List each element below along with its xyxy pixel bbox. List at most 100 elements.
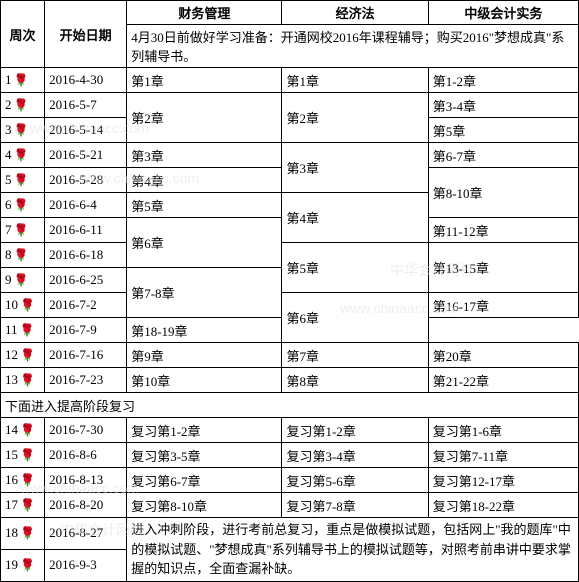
c3-cell: 复习第7-11章: [428, 443, 578, 468]
c2-cell: 第4章: [282, 193, 428, 243]
study-plan-table: 周次 开始日期 财务管理 经济法 中级会计实务 4月30日前做好学习准备：开通网…: [0, 0, 579, 582]
c3-cell: 第20章: [428, 343, 578, 368]
c1-cell: 第4章: [127, 168, 282, 193]
c3-cell: 第1-2章: [428, 68, 578, 93]
c1-cell: 第10章: [127, 368, 282, 393]
week-cell: 5🌹: [1, 168, 45, 193]
week-cell: 3🌹: [1, 118, 45, 143]
header-row: 周次 开始日期 财务管理 经济法 中级会计实务: [1, 1, 579, 25]
rose-icon: 🌹: [20, 473, 35, 487]
date-cell: 2016-7-9: [45, 318, 127, 343]
week-cell: 7🌹: [1, 218, 45, 243]
c1-cell: 第7-8章: [127, 268, 282, 318]
date-cell: 2016-7-16: [45, 343, 127, 368]
week-cell: 2🌹: [1, 93, 45, 118]
c2-cell: 第7章: [282, 343, 428, 368]
rose-icon: 🌹: [14, 248, 29, 262]
c3-cell: 第18-19章: [127, 318, 282, 343]
c1-cell: 第3章: [127, 143, 282, 168]
week-cell: 1🌹: [1, 68, 45, 93]
c3-cell: 复习第1-6章: [428, 418, 578, 443]
rose-icon: 🌹: [20, 373, 35, 387]
rose-icon: 🌹: [14, 273, 29, 287]
week-cell: 17🌹: [1, 493, 45, 518]
date-cell: 2016-4-30: [45, 68, 127, 93]
table-row: 17🌹2016-8-20复习第8-10章复习第7-8章复习第18-22章: [1, 493, 579, 518]
rose-icon: 🌹: [14, 223, 29, 237]
rose-icon: 🌹: [14, 73, 29, 87]
c3-cell: 第16-17章: [428, 293, 578, 318]
c3-cell: 第13-15章: [428, 243, 578, 293]
rose-icon: 🌹: [14, 123, 29, 137]
week-cell: 12🌹: [1, 343, 45, 368]
c1-cell: 第2章: [127, 93, 282, 143]
week-cell: 19🌹: [1, 549, 45, 581]
c1-cell: 复习第3-5章: [127, 443, 282, 468]
date-cell: 2016-5-28: [45, 168, 127, 193]
table-row: 13🌹2016-7-23第10章第8章第21-22章: [1, 368, 579, 393]
c3-cell: 复习第12-17章: [428, 468, 578, 493]
c1-cell: 第6章: [127, 218, 282, 268]
date-cell: 2016-5-21: [45, 143, 127, 168]
week-cell: 16🌹: [1, 468, 45, 493]
week-cell: 13🌹: [1, 368, 45, 393]
table-row: 8🌹2016-6-18第5章第13-15章: [1, 243, 579, 268]
table-row: 15🌹2016-8-6复习第3-5章复习第3-4章复习第7-11章: [1, 443, 579, 468]
date-cell: 2016-7-30: [45, 418, 127, 443]
date-cell: 2016-9-3: [45, 549, 127, 581]
date-cell: 2016-5-14: [45, 118, 127, 143]
date-cell: 2016-8-13: [45, 468, 127, 493]
week-cell: 8🌹: [1, 243, 45, 268]
c1-cell: 第5章: [127, 193, 282, 218]
header-c1: 财务管理: [127, 1, 282, 25]
phase2-label: 下面进入提高阶段复习: [1, 393, 579, 418]
c3-cell: 复习第18-22章: [428, 493, 578, 518]
table-row: 16🌹2016-8-13复习第6-7章复习第5-6章复习第12-17章: [1, 468, 579, 493]
c1-cell: 复习第8-10章: [127, 493, 282, 518]
c2-cell: 复习第5-6章: [282, 468, 428, 493]
c1-cell: 复习第1-2章: [127, 418, 282, 443]
c2-cell: 第8章: [282, 368, 428, 393]
rose-icon: 🌹: [14, 198, 29, 212]
c2-cell: 第6章: [282, 293, 428, 343]
c1-cell: 第1章: [127, 68, 282, 93]
phase2-row: 下面进入提高阶段复习: [1, 393, 579, 418]
header-c3: 中级会计实务: [428, 1, 578, 25]
table-row: 18🌹2016-8-27进入冲刺阶段，进行考前总复习，重点是做模拟试题，包括网上…: [1, 518, 579, 550]
c1-cell: 复习第6-7章: [127, 468, 282, 493]
rose-icon: 🌹: [14, 148, 29, 162]
rose-icon: 🌹: [20, 298, 35, 312]
c2-cell: 第2章: [282, 93, 428, 143]
rose-icon: 🌹: [20, 323, 35, 337]
date-cell: 2016-5-7: [45, 93, 127, 118]
date-cell: 2016-6-18: [45, 243, 127, 268]
week-cell: 6🌹: [1, 193, 45, 218]
rose-icon: 🌹: [14, 98, 29, 112]
rose-icon: 🌹: [20, 423, 35, 437]
c2-cell: 复习第7-8章: [282, 493, 428, 518]
date-cell: 2016-8-6: [45, 443, 127, 468]
c2-cell: 第5章: [282, 243, 428, 293]
rose-icon: 🌹: [20, 348, 35, 362]
c2-cell: 复习第3-4章: [282, 443, 428, 468]
c2-cell: 复习第1-2章: [282, 418, 428, 443]
date-cell: 2016-7-2: [45, 293, 127, 318]
c2-cell: 第1章: [282, 68, 428, 93]
rose-icon: 🌹: [20, 526, 35, 540]
week-cell: 18🌹: [1, 518, 45, 550]
header-c2: 经济法: [282, 1, 428, 25]
week-cell: 14🌹: [1, 418, 45, 443]
rose-icon: 🌹: [20, 448, 35, 462]
date-cell: 2016-8-20: [45, 493, 127, 518]
date-cell: 2016-6-4: [45, 193, 127, 218]
date-cell: 2016-7-23: [45, 368, 127, 393]
c3-cell: 第11-12章: [428, 218, 578, 243]
table-row: 10🌹2016-7-2第6章第16-17章: [1, 293, 579, 318]
table-row: 4🌹2016-5-21第3章第3章第6-7章: [1, 143, 579, 168]
c3-cell: 第6-7章: [428, 143, 578, 168]
table-row: 2🌹2016-5-7第2章第2章第3-4章: [1, 93, 579, 118]
table-row: 1🌹2016-4-30第1章第1章第1-2章: [1, 68, 579, 93]
header-date: 开始日期: [45, 1, 127, 68]
table-row: 12🌹2016-7-16第9章第7章第20章: [1, 343, 579, 368]
c2-cell: 第3章: [282, 143, 428, 193]
